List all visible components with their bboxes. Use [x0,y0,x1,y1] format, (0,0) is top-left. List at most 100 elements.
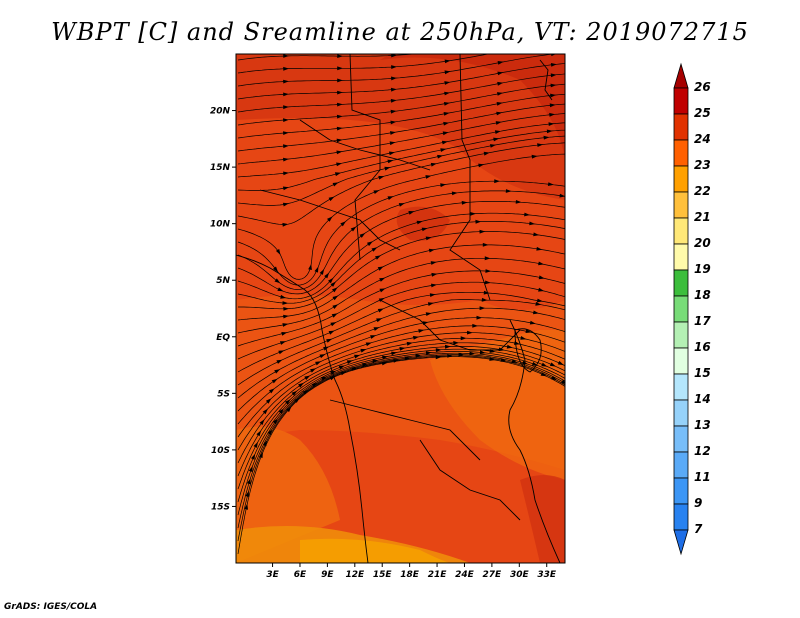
lon-tick-label: 33E [537,570,557,580]
streamline-arrow [330,281,336,287]
streamline-arrow [323,346,330,351]
streamline-arrow [506,344,513,349]
streamlines [237,48,565,555]
streamline [237,270,565,347]
streamline-arrow [422,321,429,325]
streamline-arrow [283,92,289,97]
streamline-arrow [536,298,543,303]
streamline-arrow [373,190,380,194]
streamline-arrow [418,329,425,333]
streamline-arrow [346,360,353,364]
streamline-arrow [375,255,381,260]
colorbar-swatch [673,503,689,531]
streamline-arrow [274,369,281,374]
streamline-arrow [440,183,447,188]
streamline-arrow [425,236,432,241]
colorbar-swatch [673,243,689,271]
streamline-arrow [326,338,333,343]
lat-tick-label: 5S [217,389,230,399]
streamline-arrow [479,229,486,234]
streamline-arrow [483,290,490,295]
colorbar-label: 16 [694,340,711,354]
streamline-arrow [524,212,530,217]
streamline-arrow [389,141,396,146]
lat-tick-label: 15N [210,163,231,173]
streamline-arrow [525,329,532,333]
streamline-arrow [332,304,339,309]
streamline-arrow [283,144,289,149]
border-3 [259,189,401,251]
lat-tick-label: 10N [210,220,231,230]
east-coast [508,319,561,563]
streamline [237,142,565,225]
streamline-arrow [328,277,334,284]
streamline-arrow [543,135,550,140]
colorbar-swatch [673,295,689,323]
streamline-arrow [549,362,556,367]
streamline-arrow [398,203,405,207]
streamline-arrow [559,193,565,198]
lon-tick-label: 9E [321,570,334,580]
streamline-arrow [444,81,451,85]
streamline-arrow [533,310,539,315]
streamline-arrow [248,465,253,472]
colorbar-label: 19 [694,262,711,276]
streamline-arrow [497,71,504,76]
streamline-arrow [483,151,490,156]
streamline-arrow [282,222,289,227]
lat-tick-label: 20N [210,107,231,117]
streamline-arrow [550,73,557,78]
streamline-arrow [371,247,378,252]
streamline-arrow [340,221,346,227]
streamline-arrow [445,48,451,52]
streamline-arrow [514,341,520,345]
colorbar-swatch [673,451,689,479]
streamline-arrow [382,355,389,360]
streamline [237,54,557,87]
streamline-arrow [274,278,281,284]
streamline [237,291,565,373]
streamline-arrow [332,287,338,293]
streamline [237,221,565,304]
streamline-arrow [529,320,536,325]
streamline [237,332,565,438]
lake-victoria [514,328,542,373]
streamline [237,244,565,321]
streamline-arrow [497,92,503,96]
streamline-arrow [391,76,397,81]
streamline-arrow [421,227,428,232]
streamline-arrow [443,121,450,126]
streamline-arrow [282,323,289,327]
streamline-arrow [280,294,287,299]
colorbar-swatch [673,165,689,193]
streamline-arrow [314,266,319,273]
streamline-arrow [278,408,284,414]
streamline-arrow [536,246,543,251]
streamline-arrow [505,189,512,193]
colorbar-swatch [673,113,689,141]
streamline-arrow [354,354,361,359]
streamline-arrow [475,219,482,224]
streamline-arrow [282,301,289,305]
streamline-arrow [379,277,386,282]
streamline-arrow [387,159,394,164]
colorbar-swatch [673,139,689,167]
colorbar-swatch [673,399,689,427]
streamline-arrow [308,264,312,270]
streamline [237,354,565,529]
streamline [237,346,565,477]
lat-tick-label: 5N [216,276,230,286]
streamline-arrow [304,375,311,380]
streamline-arrow [444,59,451,64]
streamline-arrow [275,249,281,255]
streamline [237,129,565,191]
streamline-arrow [549,103,556,108]
streamline [237,281,565,360]
streamline-arrow [298,382,304,388]
streamline-arrow [277,287,284,292]
colorbar-swatch [673,321,689,349]
border-2 [449,54,491,301]
streamline-arrow [430,261,437,265]
streamline-arrow [550,83,557,88]
streamline-arrow [443,102,450,106]
